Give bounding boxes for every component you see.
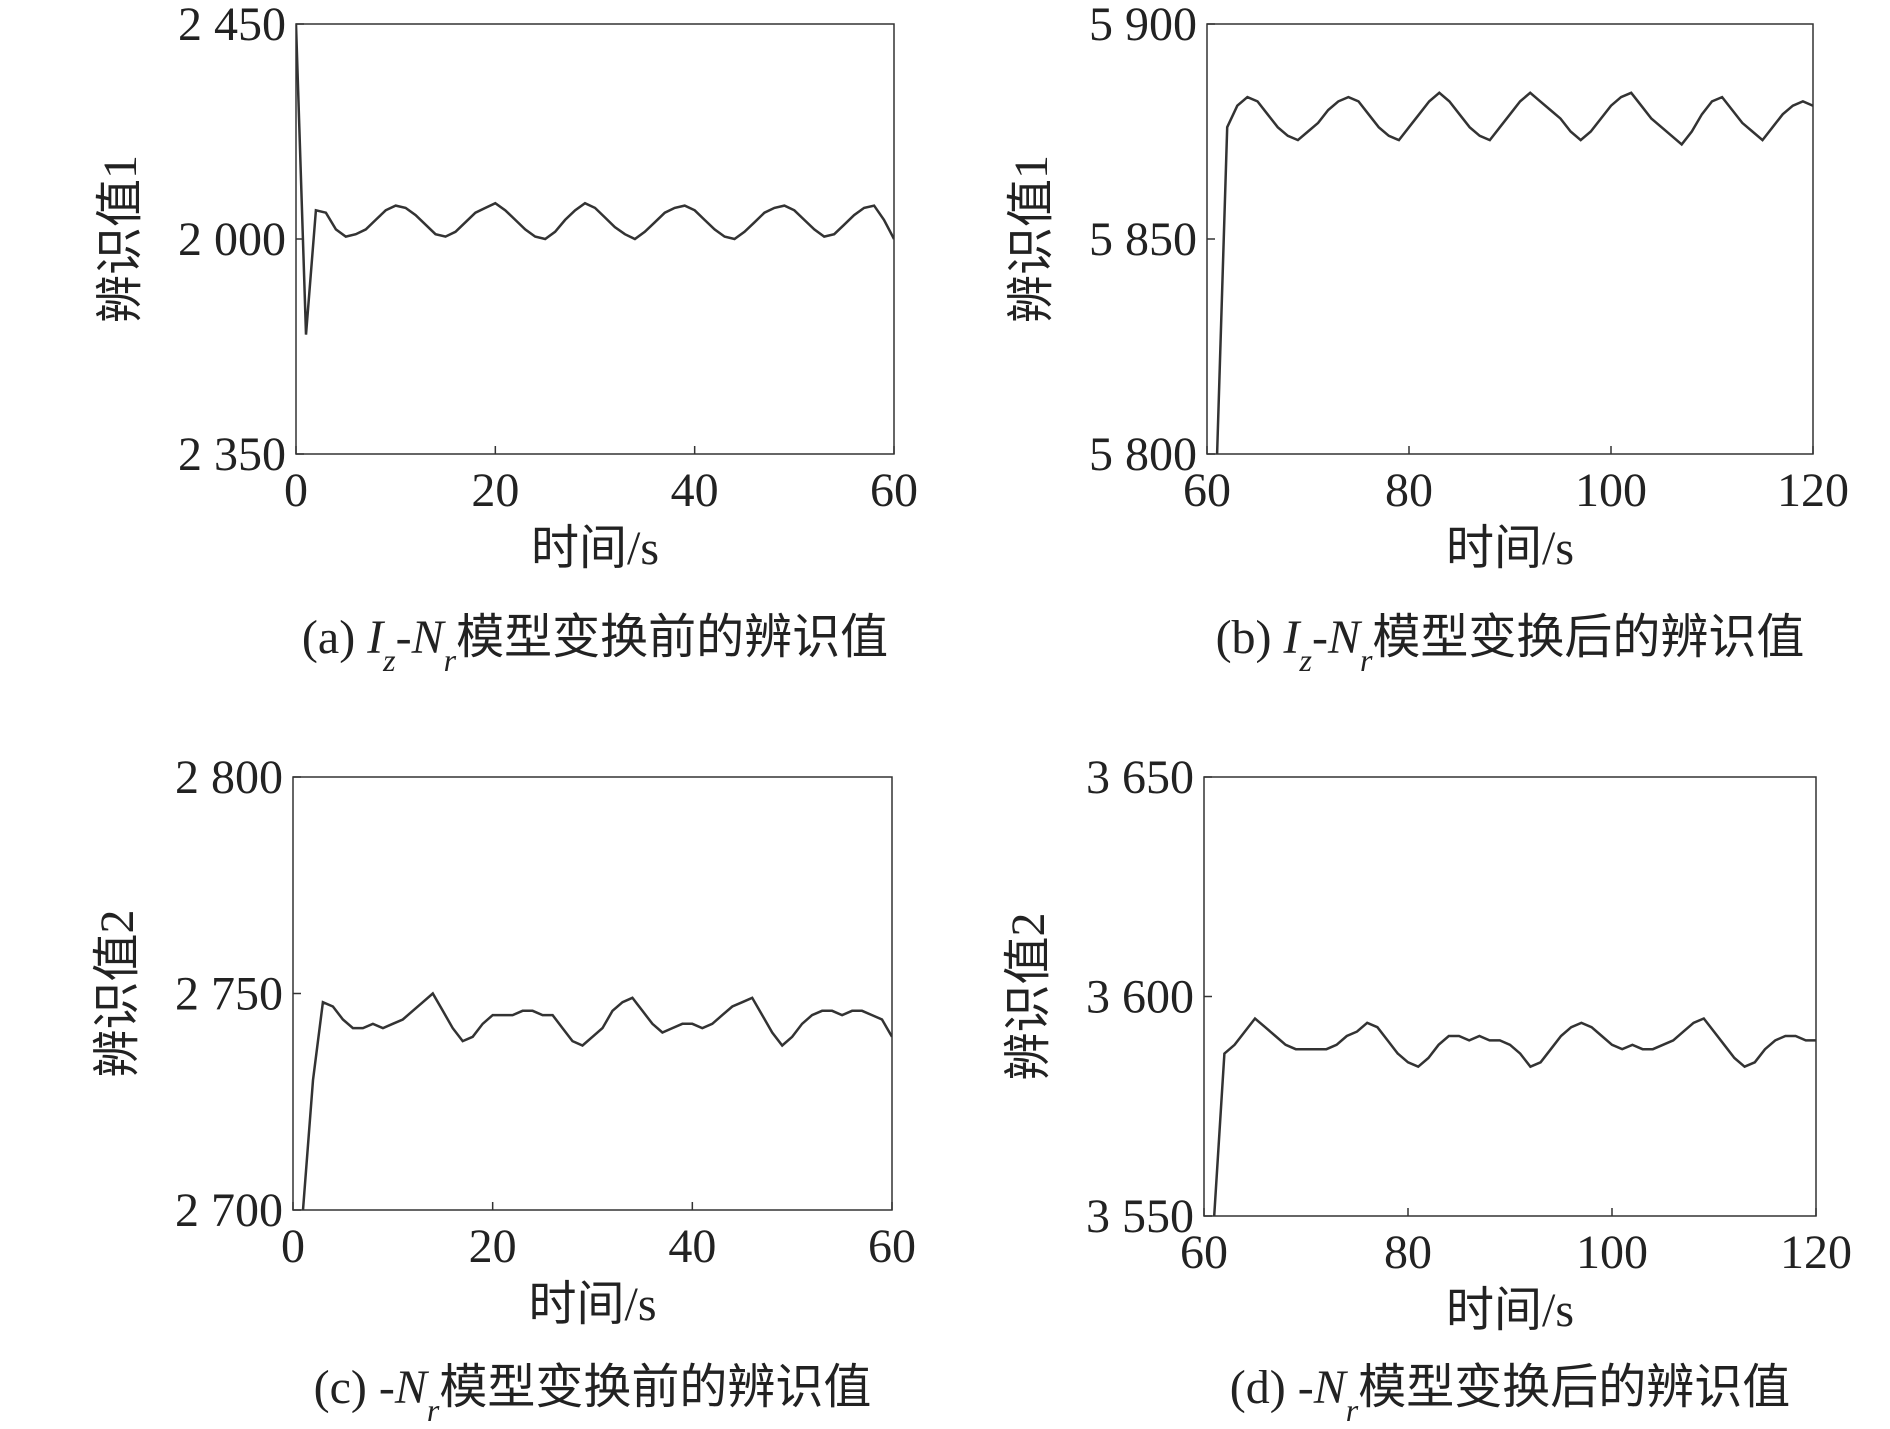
data-line (301, 991, 892, 1210)
x-tick-label: 120 (1777, 464, 1849, 517)
x-tick-label: 60 (870, 464, 918, 517)
x-axis-label: 时间/s (528, 1278, 656, 1331)
caption-part: N (394, 1361, 430, 1414)
caption-part: I (1283, 611, 1302, 664)
caption-part: r (427, 1392, 440, 1428)
y-tick-label: 2 700 (175, 1184, 283, 1237)
y-axis-label: 辨识值2 (1002, 912, 1055, 1080)
x-tick-label: 80 (1385, 464, 1433, 517)
plot-area (296, 24, 894, 335)
caption-part: I (366, 611, 385, 664)
chart-panel: 60 80 100 120 5 800 5 850 5 900 时间/s 辨识值1 (b) Iz-… (1005, 0, 1849, 678)
caption-part: 模型变换后的辨识值 (1372, 611, 1804, 664)
caption-part: 模型变换前的辨识值 (439, 1361, 871, 1414)
caption-part: (a) (302, 611, 367, 664)
y-tick-label: 2 800 (175, 751, 283, 804)
y-tick-label: 2 450 (178, 0, 286, 51)
y-axis-label: 辨识值2 (91, 909, 144, 1077)
y-tick-label: 2 750 (175, 968, 283, 1021)
caption-part: N (1313, 1361, 1349, 1414)
x-tick-label: 100 (1575, 464, 1647, 517)
caption-part: r (444, 642, 457, 678)
y-tick-label: 5 850 (1089, 213, 1197, 266)
data-line (296, 24, 894, 335)
y-tick-label: 2 000 (178, 213, 286, 266)
x-tick-label: 0 (284, 464, 308, 517)
x-tick-label: 60 (1180, 1226, 1228, 1279)
x-tick-label: 20 (471, 464, 519, 517)
plot-frame (292, 776, 893, 1211)
caption-part: (b) (1216, 611, 1284, 664)
y-tick-label: 2 350 (178, 428, 286, 481)
x-axis-label: 时间/s (1446, 1284, 1574, 1337)
x-axis-label: 时间/s (1446, 522, 1574, 575)
chart-panel: 0 20 40 60 2 350 2 000 2 450 时间/s 辨识值1 (a) Iz-Nr模… (94, 0, 918, 678)
x-tick-label: 120 (1780, 1226, 1852, 1279)
y-tick-label: 3 550 (1086, 1190, 1194, 1243)
caption-part: r (1360, 642, 1373, 678)
caption: (a) Iz-Nr模型变换前的辨识值 (302, 611, 888, 678)
plot-frame (1206, 23, 1814, 455)
y-tick-label: 5 800 (1089, 428, 1197, 481)
y-axis-label: 辨识值1 (1005, 155, 1058, 323)
caption-part: 模型变换前的辨识值 (456, 611, 888, 664)
data-line (1212, 1016, 1816, 1216)
caption: (c) -Nr模型变换前的辨识值 (314, 1361, 872, 1428)
x-tick-label: 60 (1183, 464, 1231, 517)
plot-area (1215, 91, 1813, 454)
x-tick-label: 40 (668, 1220, 716, 1273)
x-tick-label: 60 (868, 1220, 916, 1273)
x-axis-label: 时间/s (531, 522, 659, 575)
caption: (b) Iz-Nr模型变换后的辨识值 (1216, 611, 1805, 678)
data-line (1215, 91, 1813, 454)
y-tick-label: 3 600 (1086, 971, 1194, 1024)
x-tick-label: 20 (469, 1220, 517, 1273)
plot-area (301, 991, 892, 1210)
plot-frame (1203, 776, 1817, 1217)
caption-part: z (1299, 642, 1313, 678)
caption-part: z (382, 642, 396, 678)
y-tick-label: 5 900 (1089, 0, 1197, 51)
caption-part: - (1312, 611, 1328, 664)
caption: (d) -Nr模型变换后的辨识值 (1230, 1361, 1790, 1428)
chart-panel: 60 80 100 120 3 550 3 600 3 650 时间/s 辨识值2 (d) -Nr… (1002, 751, 1852, 1428)
x-tick-label: 0 (281, 1220, 305, 1273)
x-tick-label: 100 (1576, 1226, 1648, 1279)
caption-part: r (1346, 1392, 1359, 1428)
caption-part: (d) - (1230, 1361, 1314, 1414)
chart-panel: 0 20 40 60 2 700 2 750 2 800 时间/s 辨识值2 (c) -Nr模型变… (91, 751, 916, 1428)
x-tick-label: 40 (671, 464, 719, 517)
caption-part: 模型变换后的辨识值 (1358, 1361, 1790, 1414)
caption-part: - (396, 611, 412, 664)
caption-part: N (411, 611, 447, 664)
y-axis-label: 辨识值1 (94, 155, 147, 323)
plot-frame (295, 23, 895, 455)
y-tick-label: 3 650 (1086, 751, 1194, 804)
caption-part: N (1327, 611, 1363, 664)
x-tick-label: 80 (1384, 1226, 1432, 1279)
caption-part: (c) - (314, 1361, 395, 1414)
plot-area (1212, 1016, 1816, 1216)
